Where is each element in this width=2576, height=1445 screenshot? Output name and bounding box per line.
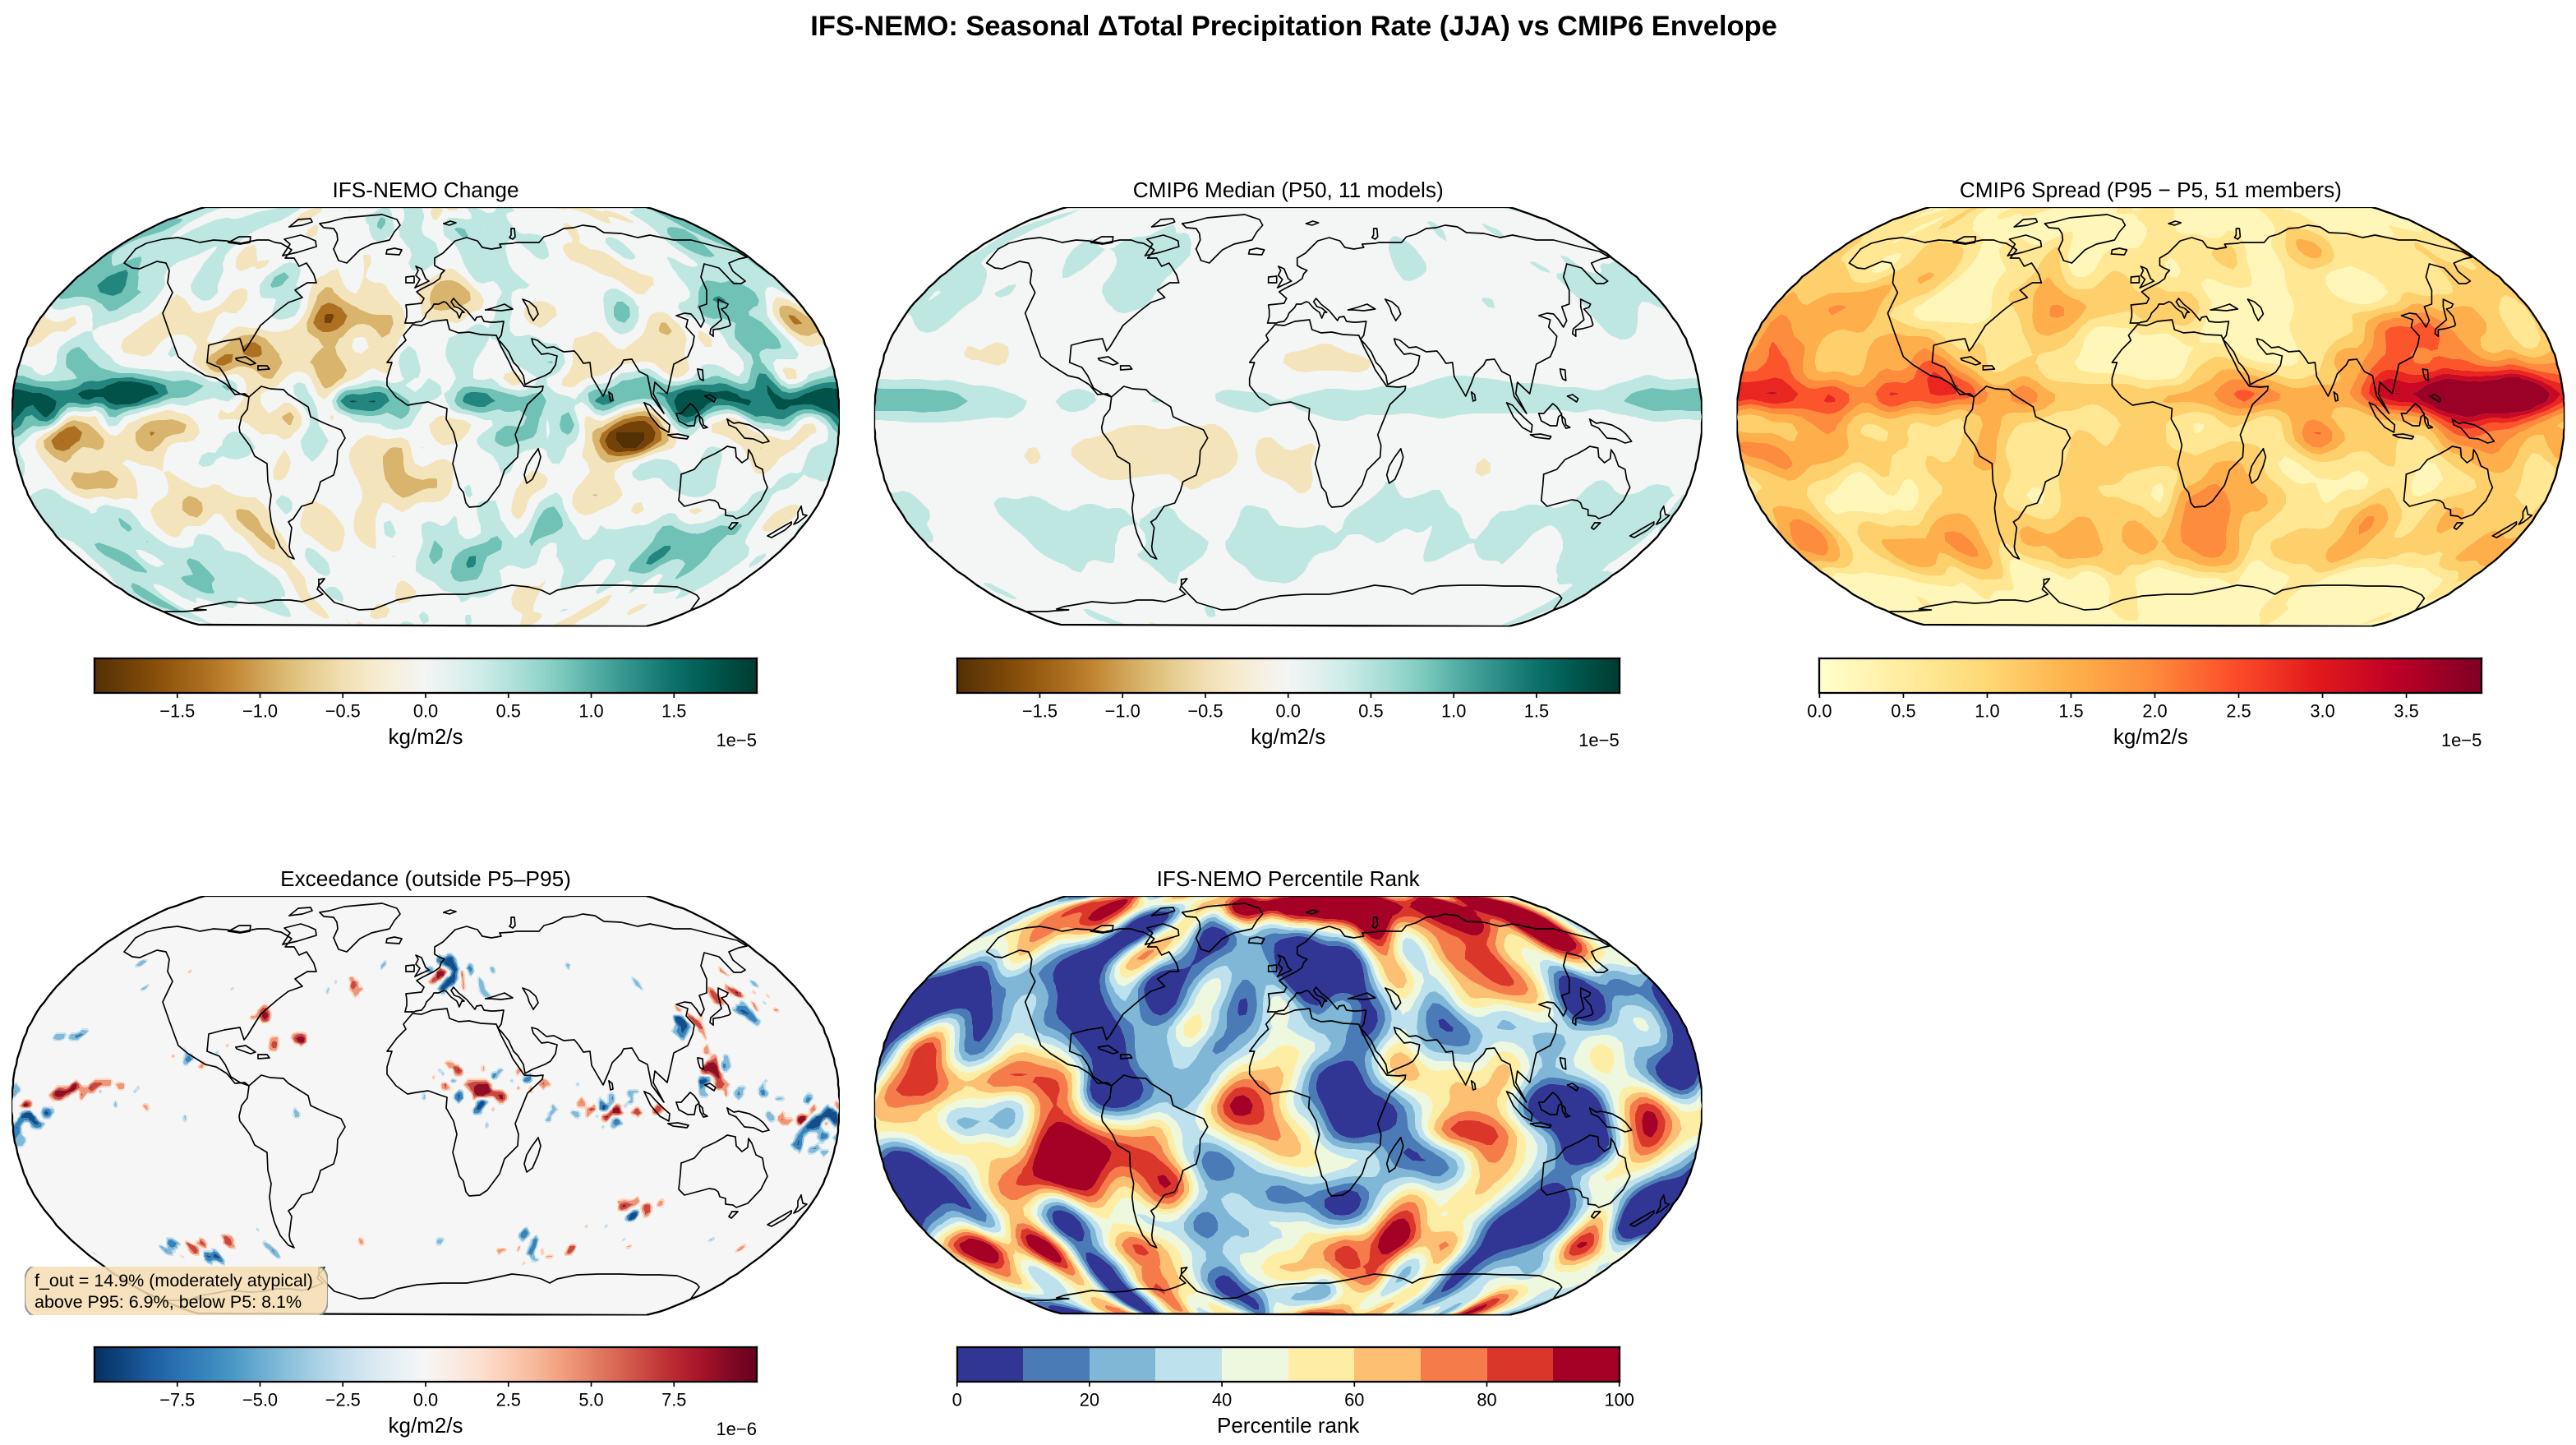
svg-text:3.5: 3.5 — [2394, 700, 2418, 721]
svg-text:2.0: 2.0 — [2142, 700, 2167, 721]
svg-text:1.5: 1.5 — [661, 700, 686, 721]
svg-text:0.5: 0.5 — [496, 700, 521, 721]
svg-text:−1.5: −1.5 — [1022, 700, 1058, 721]
svg-text:0.0: 0.0 — [1276, 700, 1301, 721]
svg-text:−0.5: −0.5 — [325, 700, 361, 721]
svg-text:1e−6: 1e−6 — [716, 1419, 757, 1439]
svg-text:2.5: 2.5 — [496, 1389, 521, 1410]
svg-text:0.0: 0.0 — [1807, 700, 1832, 721]
svg-text:1e−5: 1e−5 — [716, 730, 757, 750]
svg-text:CMIP6 Median (P50, 11 models): CMIP6 Median (P50, 11 models) — [1133, 178, 1444, 202]
svg-text:7.5: 7.5 — [661, 1389, 686, 1410]
svg-text:5.0: 5.0 — [578, 1389, 603, 1410]
svg-text:Percentile rank: Percentile rank — [1217, 1413, 1360, 1438]
svg-text:−5.0: −5.0 — [242, 1389, 278, 1410]
svg-text:−1.0: −1.0 — [1105, 700, 1141, 721]
svg-text:IFS-NEMO: Seasonal ΔTotal Prec: IFS-NEMO: Seasonal ΔTotal Precipitation … — [810, 11, 1776, 42]
svg-text:100: 100 — [1605, 1389, 1634, 1410]
svg-text:Exceedance (outside P5–P95): Exceedance (outside P5–P95) — [280, 866, 571, 891]
svg-text:1.5: 1.5 — [1524, 700, 1549, 721]
svg-text:0.5: 0.5 — [1358, 700, 1383, 721]
svg-text:f_out = 14.9% (moderately atyp: f_out = 14.9% (moderately atypical) — [35, 1271, 313, 1290]
svg-text:−2.5: −2.5 — [325, 1389, 361, 1410]
svg-text:IFS-NEMO Change: IFS-NEMO Change — [332, 178, 518, 202]
svg-text:−1.5: −1.5 — [159, 700, 195, 721]
svg-text:−1.0: −1.0 — [242, 700, 278, 721]
svg-text:kg/m2/s: kg/m2/s — [2113, 724, 2188, 749]
svg-text:kg/m2/s: kg/m2/s — [1251, 724, 1325, 749]
svg-text:0: 0 — [952, 1389, 962, 1410]
svg-text:kg/m2/s: kg/m2/s — [388, 1413, 463, 1438]
svg-text:1e−5: 1e−5 — [1578, 730, 1620, 750]
svg-text:60: 60 — [1344, 1389, 1364, 1410]
svg-text:3.0: 3.0 — [2310, 700, 2334, 721]
svg-text:2.5: 2.5 — [2226, 700, 2251, 721]
svg-text:0.0: 0.0 — [413, 700, 438, 721]
svg-text:IFS-NEMO Percentile Rank: IFS-NEMO Percentile Rank — [1157, 866, 1421, 891]
svg-text:1.0: 1.0 — [1975, 700, 1999, 721]
svg-text:CMIP6 Spread (P95 − P5, 51 mem: CMIP6 Spread (P95 − P5, 51 members) — [1960, 178, 2342, 202]
svg-text:40: 40 — [1212, 1389, 1232, 1410]
svg-text:−7.5: −7.5 — [159, 1389, 195, 1410]
svg-text:80: 80 — [1477, 1389, 1496, 1410]
svg-text:1.5: 1.5 — [2058, 700, 2083, 721]
svg-text:0.5: 0.5 — [1891, 700, 1915, 721]
svg-text:1.0: 1.0 — [578, 700, 603, 721]
svg-text:1e−5: 1e−5 — [2441, 730, 2482, 750]
svg-text:20: 20 — [1080, 1389, 1099, 1410]
svg-text:kg/m2/s: kg/m2/s — [388, 724, 463, 749]
svg-text:above P95: 6.9%, below P5: 8.1: above P95: 6.9%, below P5: 8.1% — [35, 1292, 302, 1312]
svg-text:0.0: 0.0 — [413, 1389, 438, 1410]
svg-text:−0.5: −0.5 — [1187, 700, 1223, 721]
svg-text:1.0: 1.0 — [1441, 700, 1466, 721]
